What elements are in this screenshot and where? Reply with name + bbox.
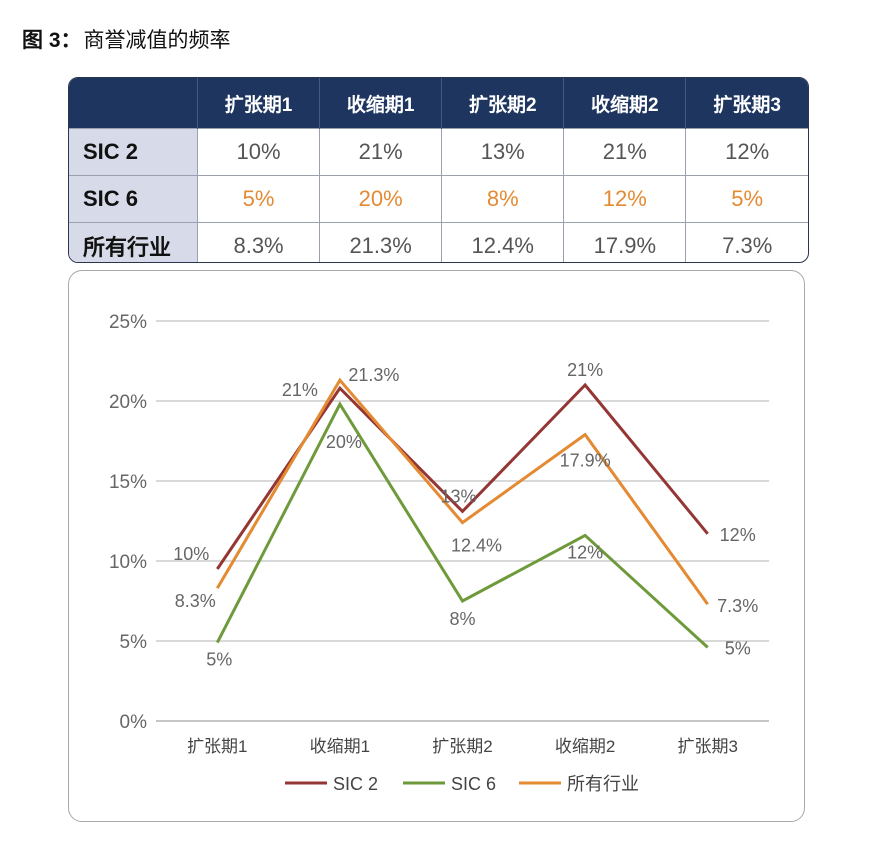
y-tick-label: 15% xyxy=(109,472,147,493)
table-cell: 5% xyxy=(685,175,808,223)
table-cell: 20% xyxy=(319,175,442,223)
y-tick-label: 5% xyxy=(120,632,148,653)
data-label: 13% xyxy=(440,486,476,506)
x-tick-label: 扩张期1 xyxy=(187,737,247,756)
data-label: 5% xyxy=(725,638,751,658)
table-cell: 12.4% xyxy=(441,222,564,262)
table-cell: 8% xyxy=(441,175,564,223)
column-header: 收缩期2 xyxy=(563,78,686,129)
x-tick-label: 扩张期3 xyxy=(677,737,737,756)
data-label: 21% xyxy=(567,360,603,380)
row-label: SIC 6 xyxy=(69,175,198,223)
x-tick-label: 收缩期1 xyxy=(310,737,370,756)
column-header: 扩张期2 xyxy=(441,78,564,129)
legend-label: SIC 2 xyxy=(333,774,378,794)
y-tick-label: 25% xyxy=(109,312,147,333)
column-header: 扩张期1 xyxy=(196,78,320,129)
table-cell: 21% xyxy=(563,128,686,176)
data-label: 21.3% xyxy=(348,365,399,385)
figure-number: 图 3： xyxy=(22,29,82,52)
table-corner-cell xyxy=(69,78,198,129)
table-cell: 5% xyxy=(196,175,320,223)
data-label: 21% xyxy=(282,380,318,400)
data-label: 12% xyxy=(567,542,603,562)
column-header: 扩张期3 xyxy=(685,78,808,129)
figure-caption: 商誉减值的频率 xyxy=(83,29,231,52)
table-cell: 21.3% xyxy=(319,222,442,262)
table-cell: 12% xyxy=(563,175,686,223)
column-header: 收缩期1 xyxy=(319,78,442,129)
table-cell: 21% xyxy=(319,128,442,176)
row-label: 所有行业 xyxy=(69,222,198,262)
table-cell: 12% xyxy=(685,128,808,176)
series-line-3 xyxy=(216,377,709,606)
row-label: SIC 2 xyxy=(69,128,198,176)
y-tick-label: 0% xyxy=(120,712,148,733)
table-cell: 7.3% xyxy=(685,222,808,262)
table-row: SIC 6 5% 20% 8% 12% 5% xyxy=(69,175,808,223)
data-label: 10% xyxy=(173,544,209,564)
data-label: 17.9% xyxy=(560,451,611,471)
x-tick-label: 收缩期2 xyxy=(555,737,615,756)
series-line-2 xyxy=(215,401,709,649)
chart-panel: 0% 5% 10% 15% 20% 25% 扩张期1 收缩期1 扩张期2 收缩期2 扩张期3 10% 2… xyxy=(68,270,805,822)
data-table: 扩张期1 收缩期1 扩张期2 收缩期2 扩张期3 SIC 2 10% 21% 1… xyxy=(68,77,809,263)
table-row: 所有行业 8.3% 21.3% 12.4% 17.9% 7.3% xyxy=(69,222,808,262)
data-label: 8.3% xyxy=(175,591,216,611)
data-label: 8% xyxy=(449,609,475,629)
table-cell: 13% xyxy=(441,128,564,176)
x-tick-label: 扩张期2 xyxy=(432,737,492,756)
table-row: SIC 2 10% 21% 13% 21% 12% xyxy=(69,128,808,176)
legend-label: SIC 6 xyxy=(451,774,496,794)
table-cell: 8.3% xyxy=(196,222,320,262)
data-label: 12% xyxy=(720,525,756,545)
data-label: 20% xyxy=(326,432,362,452)
y-tick-label: 10% xyxy=(109,552,147,573)
line-chart: 0% 5% 10% 15% 20% 25% 扩张期1 收缩期1 扩张期2 收缩期2 扩张期3 10% 2… xyxy=(109,312,769,794)
figure-title: 图 3：商誉减值的频率 xyxy=(22,24,231,54)
table-cell: 10% xyxy=(196,128,320,176)
data-label: 12.4% xyxy=(451,536,502,556)
legend-label: 所有行业 xyxy=(567,774,639,794)
y-tick-label: 20% xyxy=(109,392,147,413)
data-label: 7.3% xyxy=(717,596,758,616)
table-cell: 17.9% xyxy=(563,222,686,262)
data-label: 5% xyxy=(206,650,232,670)
table-header-row: 扩张期1 收缩期1 扩张期2 收缩期2 扩张期3 xyxy=(69,78,808,129)
